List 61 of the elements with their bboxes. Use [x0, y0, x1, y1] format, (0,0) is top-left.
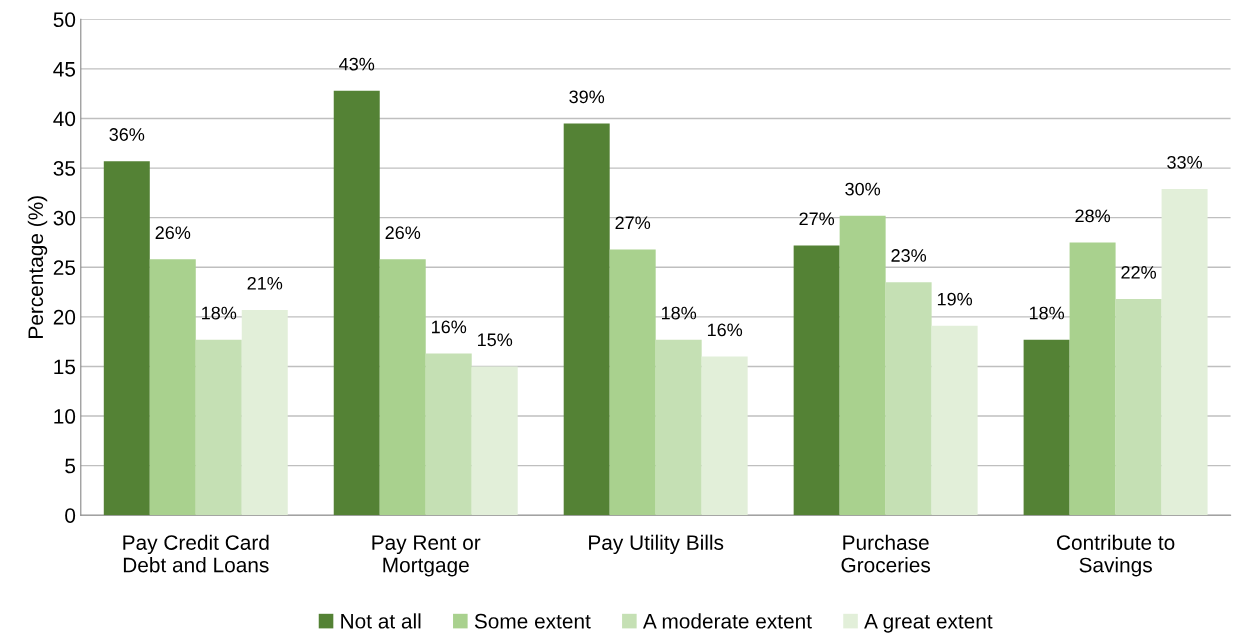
- data-label: 27%: [615, 216, 651, 230]
- x-tick-label: Pay Rent or Mortgage: [372, 535, 481, 577]
- y-tick-label: 40: [53, 111, 76, 127]
- bar: [1161, 188, 1208, 516]
- data-label: 43%: [339, 57, 375, 71]
- x-tick-label: Purchase Groceries: [841, 534, 931, 573]
- bar: [655, 339, 702, 516]
- legend-label: A moderate extent: [642, 613, 812, 629]
- y-tick-label: 15: [54, 359, 76, 375]
- data-label: 18%: [661, 306, 697, 320]
- y-tick-label: 50: [53, 12, 76, 28]
- bar: [1023, 339, 1070, 516]
- x-tick-label: Pay Utility Bills: [589, 534, 724, 555]
- bar: [793, 245, 840, 516]
- bar: [103, 161, 150, 516]
- bar: [425, 353, 472, 516]
- data-label: 19%: [937, 292, 973, 306]
- y-tick-label: 35: [53, 161, 76, 176]
- bar: [931, 325, 978, 516]
- data-label: 33%: [1167, 155, 1203, 169]
- y-tick-label: 10: [54, 409, 76, 424]
- legend-label: Some extent: [474, 613, 591, 629]
- x-tick-label: Pay Credit Card Debt and Loans: [123, 534, 269, 573]
- bar: [149, 259, 196, 516]
- x-tick-label: Contribute to Savings: [1057, 534, 1175, 577]
- legend-label: A great extent: [864, 614, 993, 633]
- data-label: 18%: [1029, 306, 1065, 320]
- bar: [1115, 299, 1162, 516]
- data-label: 26%: [385, 226, 421, 240]
- bar: [1069, 242, 1116, 516]
- data-label: 39%: [569, 90, 605, 104]
- data-label: 36%: [109, 128, 145, 141]
- data-label: 21%: [247, 276, 283, 290]
- bar: [241, 309, 288, 516]
- data-label: 28%: [1075, 209, 1111, 223]
- bar: [885, 282, 932, 516]
- y-tick-label: 0: [65, 508, 76, 523]
- data-label: 22%: [1121, 265, 1157, 279]
- y-tick-label: 5: [65, 458, 76, 474]
- legend-label: Not at all: [341, 613, 421, 629]
- data-label: 18%: [202, 306, 237, 320]
- y-tick-label: 25: [53, 260, 76, 276]
- data-label: 23%: [891, 249, 927, 262]
- bar: [609, 249, 656, 516]
- data-label: 16%: [432, 320, 467, 334]
- bar: [333, 90, 380, 516]
- y-tick-label: 20: [53, 309, 76, 325]
- y-axis-title: Percentage (%): [27, 196, 48, 338]
- data-label: 26%: [155, 226, 191, 240]
- data-label: 30%: [845, 182, 881, 196]
- bar: [195, 339, 242, 516]
- y-tick-label: 45: [53, 62, 76, 77]
- bar: [839, 215, 886, 516]
- bar: [379, 259, 426, 516]
- bar: [563, 123, 610, 516]
- data-label: 15%: [478, 333, 513, 347]
- bar: [471, 366, 518, 516]
- data-label: 16%: [707, 323, 743, 337]
- bar: [701, 356, 748, 516]
- y-tick-label: 30: [53, 210, 76, 226]
- data-label: 27%: [799, 212, 835, 226]
